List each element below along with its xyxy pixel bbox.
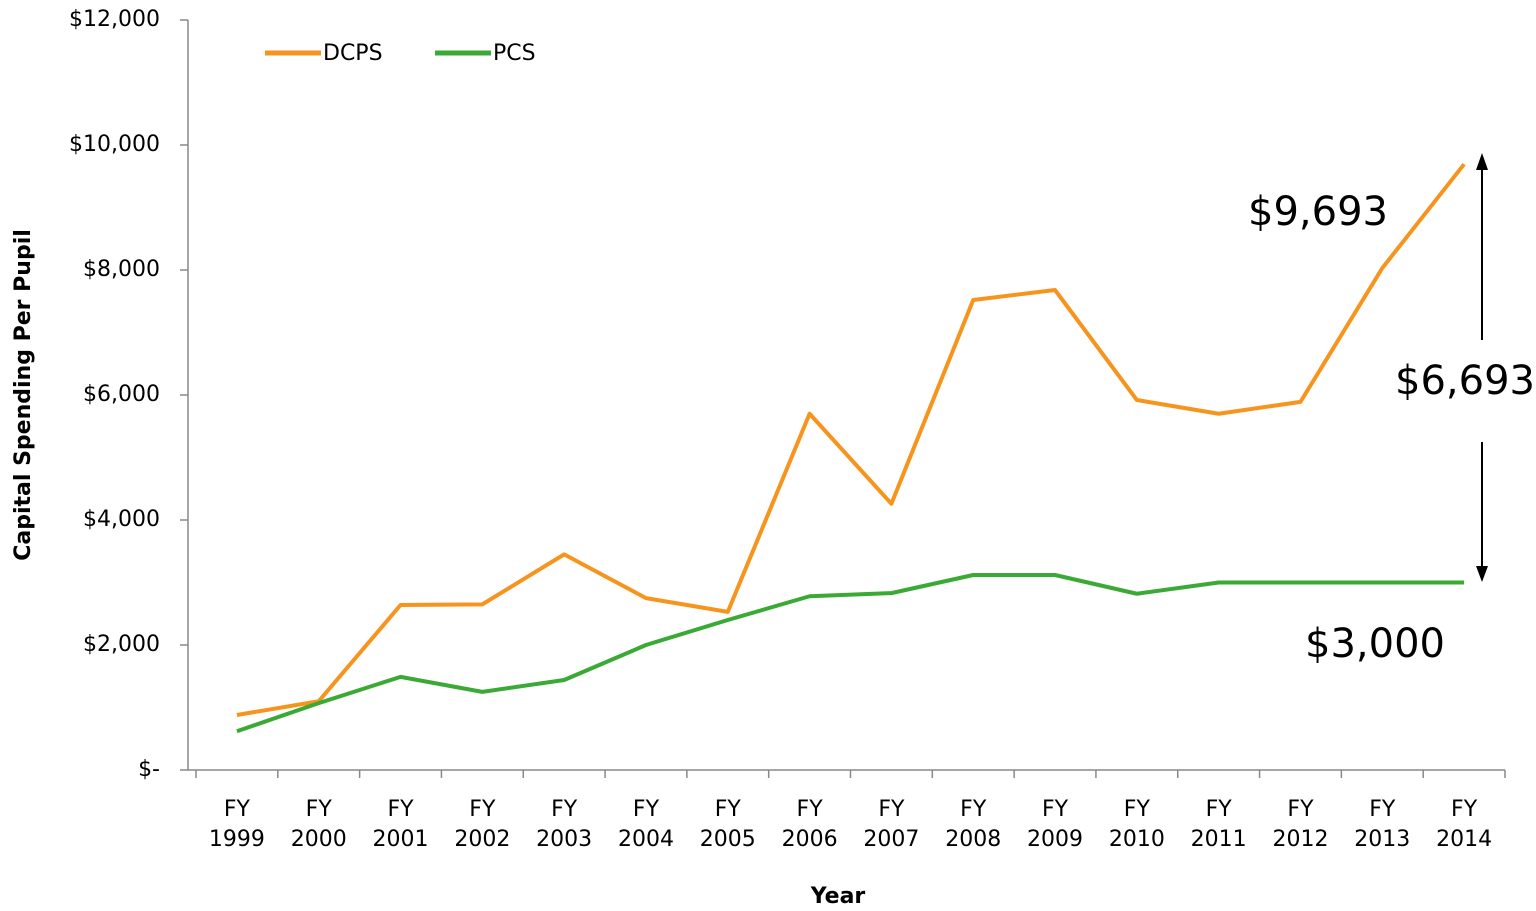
y-tick-label: $4,000 xyxy=(83,507,160,532)
x-tick-label: FY 2006 xyxy=(781,797,838,852)
x-tick-label: FY 2011 xyxy=(1190,797,1247,852)
x-tick-label: FY 2001 xyxy=(372,797,429,852)
x-tick-label: FY 1999 xyxy=(208,797,265,852)
x-tick-label: FY 2005 xyxy=(699,797,756,852)
x-tick-label: FY 2012 xyxy=(1272,797,1329,852)
y-tick-label: $12,000 xyxy=(69,7,160,32)
y-tick-label: $6,000 xyxy=(83,382,160,407)
x-tick-label: FY 2013 xyxy=(1354,797,1411,852)
arrow-head xyxy=(1476,566,1488,582)
x-tick-label: FY 2010 xyxy=(1108,797,1165,852)
x-tick-label: FY 2007 xyxy=(863,797,920,852)
y-tick-label: $2,000 xyxy=(83,632,160,657)
annotation: $6,693 xyxy=(1395,358,1535,404)
x-tick-label: FY 2003 xyxy=(536,797,593,852)
y-tick-label: $8,000 xyxy=(83,257,160,282)
y-tick-label: $- xyxy=(138,757,160,782)
annotation: $9,693 xyxy=(1248,189,1388,235)
x-tick-label: FY 2002 xyxy=(454,797,511,852)
series-line xyxy=(236,162,1466,717)
x-tick-label: FY 2000 xyxy=(290,797,347,852)
arrow-head xyxy=(1476,153,1488,170)
legend-label: PCS xyxy=(493,41,536,66)
legend-label: DCPS xyxy=(323,41,383,66)
series-line xyxy=(236,573,1465,734)
x-axis-label: Year xyxy=(810,884,866,909)
x-tick-label: FY 2004 xyxy=(617,797,674,852)
y-tick-label: $10,000 xyxy=(69,132,160,157)
x-tick-label: FY 2008 xyxy=(945,797,1002,852)
y-axis-label: Capital Spending Per Pupil xyxy=(11,229,36,561)
x-tick-label: FY 2014 xyxy=(1436,797,1493,852)
x-tick-label: FY 2009 xyxy=(1027,797,1084,852)
annotation: $3,000 xyxy=(1305,621,1445,667)
